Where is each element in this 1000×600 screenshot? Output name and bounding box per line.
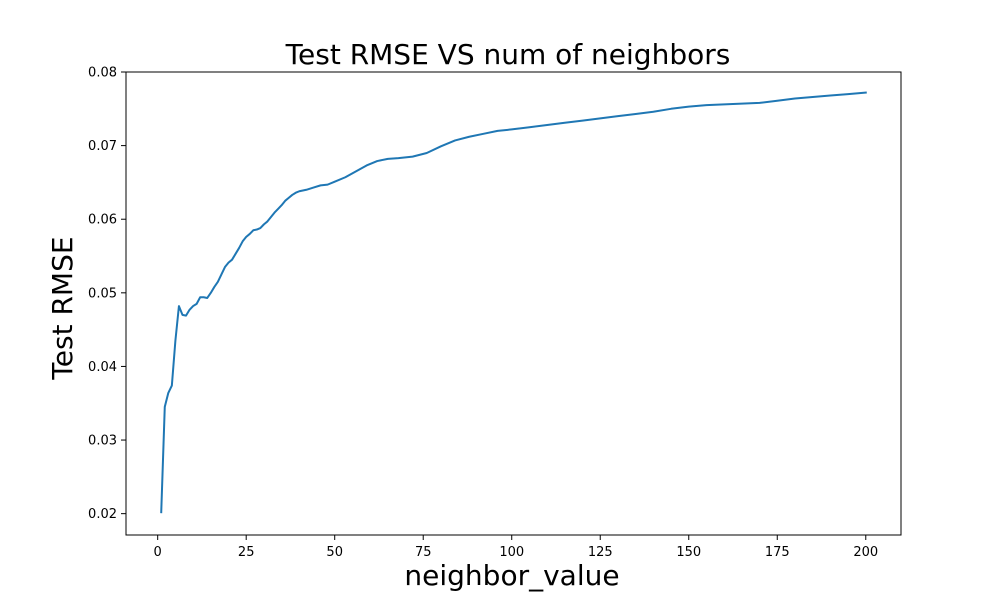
y-axis-ticks: 0.02 0.03 0.04 0.05 0.06 0.07 0.08: [88, 66, 126, 522]
x-tick-label: 75: [415, 545, 432, 560]
plot-area-frame: [125, 71, 902, 536]
x-tick-label: 200: [853, 545, 878, 560]
x-tick-label: 175: [765, 545, 790, 560]
y-tick-label: 0.05: [88, 286, 117, 301]
series-line: [160, 91, 867, 514]
x-tick-label: 25: [238, 545, 255, 560]
y-tick-label: 0.07: [88, 139, 117, 154]
y-tick-label: 0.08: [88, 66, 117, 81]
x-tick-label: 125: [588, 545, 613, 560]
x-axis-label: neighbor_value: [404, 559, 619, 592]
x-axis-ticks: 0 25 50 75 100 125 150 175 200: [154, 535, 878, 560]
x-tick-label: 100: [499, 545, 524, 560]
y-tick-label: 0.03: [88, 434, 117, 449]
x-tick-label: 150: [676, 545, 701, 560]
y-tick-label: 0.04: [88, 360, 117, 375]
chart-title: Test RMSE VS num of neighbors: [285, 38, 731, 71]
x-tick-label: 0: [154, 545, 162, 560]
y-tick-label: 0.02: [88, 507, 117, 522]
x-tick-label: 50: [326, 545, 343, 560]
y-tick-label: 0.06: [88, 213, 117, 228]
y-axis-label: Test RMSE: [46, 236, 79, 380]
